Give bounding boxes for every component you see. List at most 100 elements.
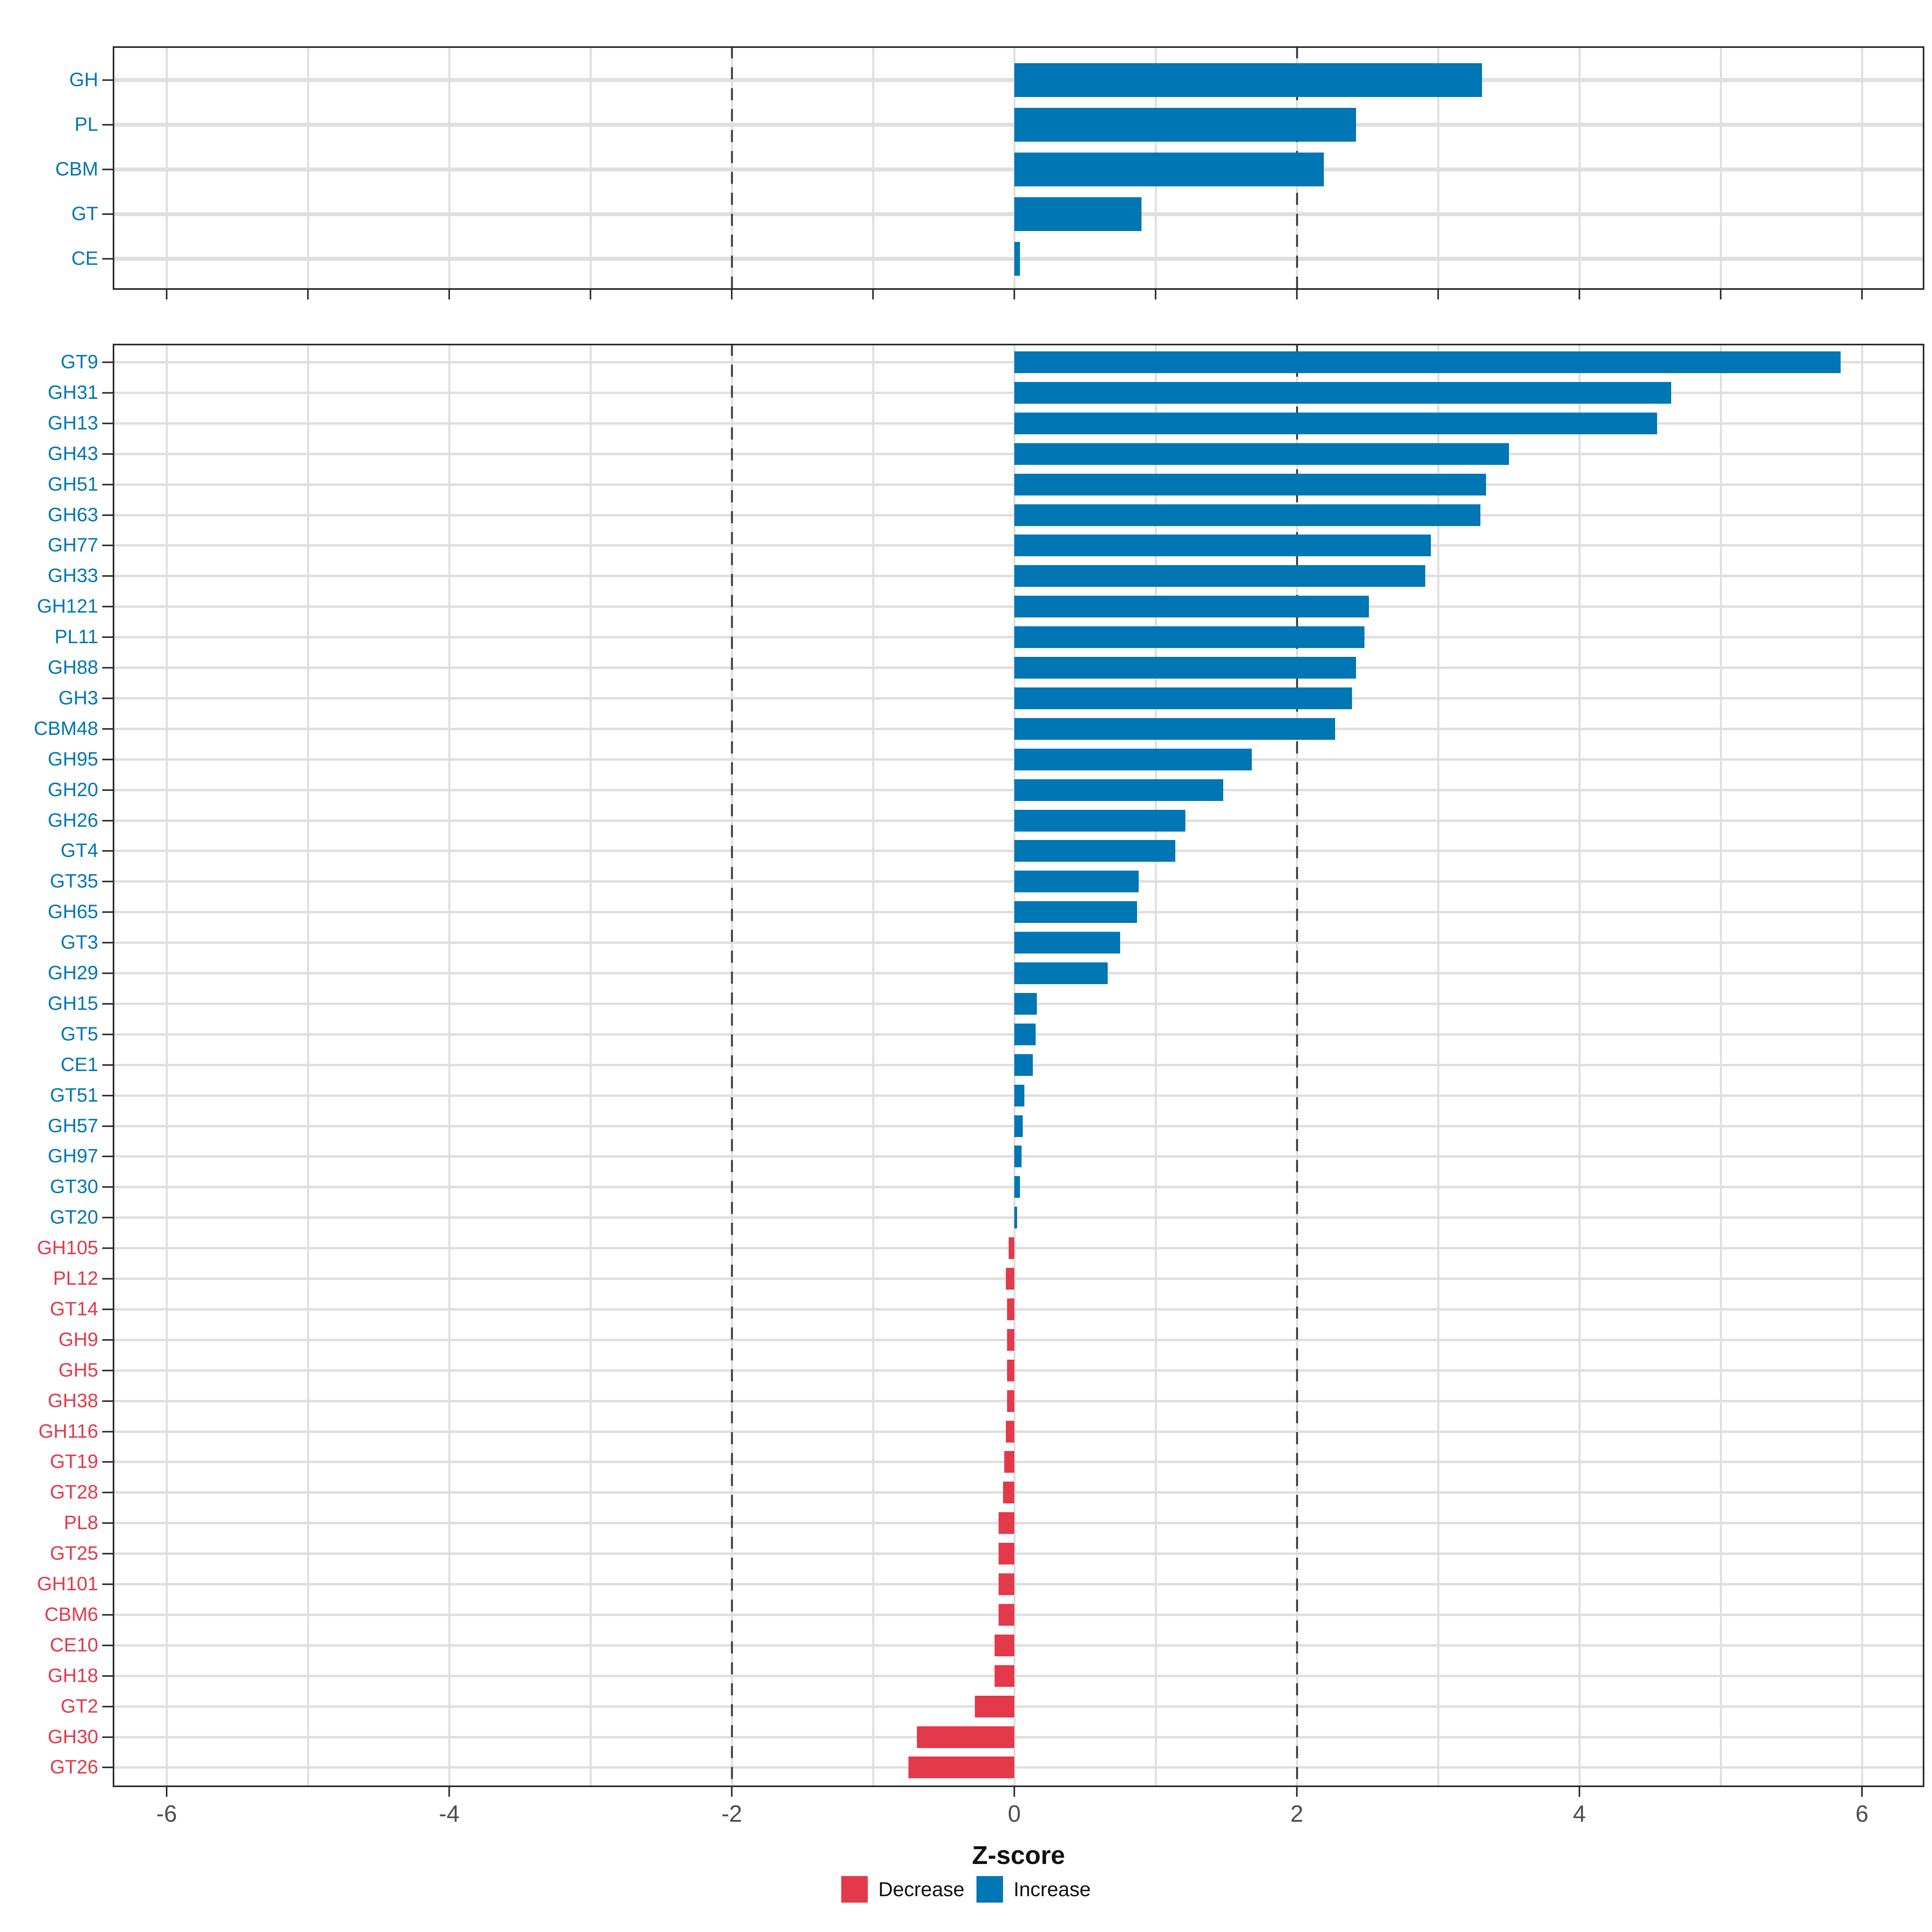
bar-GH31 xyxy=(1014,382,1672,404)
category-label-GT20: GT20 xyxy=(50,1207,98,1228)
x-axis-tick xyxy=(1579,1787,1580,1797)
category-label-GH101: GH101 xyxy=(37,1573,98,1595)
category-label-CBM48: CBM48 xyxy=(33,718,98,739)
bottom-panel-plot-area xyxy=(113,344,1924,1787)
legend-item-decrease: Decrease xyxy=(841,1876,964,1903)
x-axis-tick xyxy=(1437,290,1439,299)
y-axis-tick xyxy=(102,972,113,974)
y-gridline xyxy=(113,1583,1924,1585)
y-gridline xyxy=(113,1766,1924,1769)
y-gridline xyxy=(113,1399,1924,1402)
increase-swatch-icon xyxy=(976,1876,1003,1903)
y-axis-tick xyxy=(102,758,113,760)
y-axis-tick xyxy=(102,124,113,126)
y-axis-tick xyxy=(102,1461,113,1463)
y-axis-tick xyxy=(102,697,113,699)
y-gridline xyxy=(113,1613,1924,1616)
bar-GT9 xyxy=(1014,351,1841,373)
y-axis-tick xyxy=(102,1186,113,1188)
x-axis-tick xyxy=(1861,1787,1863,1797)
x-axis-title: Z-score xyxy=(972,1841,1065,1870)
y-axis-tick xyxy=(102,1278,113,1280)
x-axis-tick xyxy=(872,290,874,299)
category-label-GH38: GH38 xyxy=(47,1390,98,1412)
category-label-GT25: GT25 xyxy=(50,1543,98,1565)
y-gridline xyxy=(113,1522,1924,1525)
category-label-GH105: GH105 xyxy=(37,1237,98,1259)
bar-GH15 xyxy=(1014,993,1037,1015)
legend-label-decrease: Decrease xyxy=(878,1878,965,1901)
bar-GT3 xyxy=(1014,932,1121,954)
category-label-GH43: GH43 xyxy=(47,443,98,464)
category-label-PL: PL xyxy=(74,114,98,135)
y-axis-tick xyxy=(102,258,113,260)
category-label-GH30: GH30 xyxy=(47,1726,98,1748)
category-label-GH77: GH77 xyxy=(47,535,98,556)
x-axis-tick xyxy=(166,290,167,299)
bar-GT35 xyxy=(1014,871,1139,893)
category-label-GH18: GH18 xyxy=(47,1665,98,1686)
category-label-GT26: GT26 xyxy=(50,1757,98,1778)
category-label-CE10: CE10 xyxy=(50,1634,98,1656)
y-gridline xyxy=(113,1644,1924,1647)
category-label-CBM6: CBM6 xyxy=(44,1604,98,1625)
dashed-guide-line xyxy=(731,344,733,1787)
y-gridline xyxy=(113,1461,1924,1463)
x-axis-tick xyxy=(166,1787,167,1797)
bar-CBM48 xyxy=(1014,718,1335,740)
y-axis-tick xyxy=(102,1767,113,1769)
top-panel-plot-area xyxy=(113,46,1924,290)
bar-PL xyxy=(1014,108,1356,142)
bar-GH26 xyxy=(1014,809,1185,832)
bar-GH65 xyxy=(1014,901,1137,923)
y-axis-tick xyxy=(102,728,113,730)
bar-GH121 xyxy=(1014,596,1369,618)
bar-GH30 xyxy=(916,1726,1014,1748)
x-tick-label--6: -6 xyxy=(156,1801,177,1827)
x-axis-tick xyxy=(307,290,309,299)
bar-CBM xyxy=(1014,153,1324,186)
legend: Decrease Increase xyxy=(0,1873,1932,1905)
category-label-GT51: GT51 xyxy=(50,1084,98,1106)
x-axis-tick xyxy=(1720,290,1721,299)
category-label-GT14: GT14 xyxy=(50,1298,98,1320)
category-label-GH88: GH88 xyxy=(47,657,98,678)
bar-GT20 xyxy=(1014,1207,1018,1229)
category-label-GH29: GH29 xyxy=(47,962,98,984)
y-axis-tick xyxy=(102,575,113,577)
category-label-CE: CE xyxy=(71,248,98,269)
x-tick-label-0: 0 xyxy=(1007,1801,1021,1827)
category-label-PL11: PL11 xyxy=(54,626,98,648)
bar-CE1 xyxy=(1014,1054,1033,1076)
x-axis-tick xyxy=(1296,290,1298,299)
y-axis-tick xyxy=(102,1339,113,1341)
bar-GH13 xyxy=(1014,412,1657,434)
bar-GH9 xyxy=(1007,1329,1014,1351)
y-axis-tick xyxy=(102,881,113,883)
bar-GH77 xyxy=(1014,535,1431,557)
bar-GT2 xyxy=(974,1695,1014,1717)
y-axis-tick xyxy=(102,1675,113,1677)
category-label-GT: GT xyxy=(71,203,98,225)
bar-GT30 xyxy=(1014,1176,1020,1198)
bar-GT19 xyxy=(1004,1451,1014,1473)
y-axis-tick xyxy=(102,1064,113,1066)
legend-label-increase: Increase xyxy=(1013,1878,1091,1901)
x-tick-label-6: 6 xyxy=(1855,1801,1869,1827)
category-label-GH57: GH57 xyxy=(47,1115,98,1137)
y-axis-tick xyxy=(102,850,113,852)
bar-GH38 xyxy=(1007,1390,1014,1412)
category-label-GH: GH xyxy=(69,69,98,91)
category-label-GT2: GT2 xyxy=(60,1695,98,1717)
bar-GH18 xyxy=(994,1665,1014,1687)
y-gridline xyxy=(113,1338,1924,1341)
y-axis-tick xyxy=(102,1583,113,1585)
y-axis-tick xyxy=(102,392,113,394)
bar-GT25 xyxy=(999,1543,1014,1565)
dashed-guide-line xyxy=(731,46,733,290)
bar-GH3 xyxy=(1014,687,1352,709)
y-gridline xyxy=(113,1736,1924,1738)
x-axis-tick xyxy=(1013,1787,1015,1797)
y-gridline xyxy=(113,1247,1924,1250)
